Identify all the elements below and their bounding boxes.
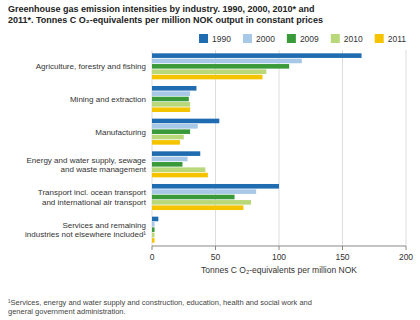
bar — [152, 75, 262, 80]
x-axis-label: Tonnes C O₂-equivalents per million NOK — [201, 265, 357, 275]
bar — [152, 135, 184, 140]
tick-label: 200 — [399, 252, 413, 262]
x-axis-line — [152, 246, 406, 247]
tick-mark — [342, 246, 343, 250]
legend-item: 2000 — [243, 34, 275, 44]
legend-label: 2000 — [256, 34, 275, 44]
bar — [152, 69, 266, 74]
legend-item: 2009 — [287, 34, 319, 44]
bar — [152, 59, 302, 64]
bar — [152, 107, 190, 112]
bar — [152, 151, 200, 156]
legend: 1990 2000 2009 2010 2011 — [199, 34, 406, 44]
legend-swatch — [199, 34, 208, 43]
legend-item: 2010 — [331, 34, 363, 44]
tick-mark — [279, 246, 280, 250]
bar — [152, 238, 155, 243]
grid-line — [152, 50, 153, 246]
category-label: Manufacturing — [95, 128, 146, 137]
tick-mark — [406, 246, 407, 250]
legend-swatch — [287, 34, 296, 43]
grid-line — [342, 50, 343, 246]
bar — [152, 124, 198, 129]
tick-label: 150 — [335, 252, 349, 262]
bar — [152, 140, 180, 145]
grid — [152, 50, 406, 246]
bar — [152, 119, 219, 124]
bar — [152, 129, 190, 134]
title: Greenhouse gas emission intensities by i… — [8, 4, 323, 25]
chart: Greenhouse gas emission intensities by i… — [0, 0, 420, 320]
bar — [152, 195, 235, 200]
legend-swatch — [331, 34, 340, 43]
legend-label: 2011 — [388, 34, 407, 44]
bar — [152, 217, 158, 222]
legend-item: 2011 — [375, 34, 407, 44]
bar — [152, 97, 189, 102]
bar — [152, 189, 256, 194]
tick-label: 100 — [272, 252, 286, 262]
legend-swatch — [375, 34, 384, 43]
grid-line — [279, 50, 280, 246]
bars — [152, 53, 362, 242]
bar — [152, 173, 208, 178]
bar — [152, 64, 289, 69]
legend-label: 2010 — [344, 34, 363, 44]
bar — [152, 227, 155, 232]
category-label: Agriculture, forestry and fishing — [36, 62, 146, 71]
bar — [152, 162, 182, 167]
category-label: Mining and extraction — [70, 95, 146, 104]
footnote: ¹Services, energy and water supply and c… — [8, 298, 312, 316]
bar — [152, 86, 196, 91]
bar — [152, 157, 188, 162]
legend-swatch — [243, 34, 252, 43]
bar — [152, 91, 190, 96]
bar — [152, 184, 279, 189]
bar — [152, 233, 155, 238]
category-label: Services and remainingindustries not els… — [25, 221, 146, 240]
bar — [152, 167, 205, 172]
bar — [152, 205, 243, 210]
legend-label: 2009 — [300, 34, 319, 44]
bar — [152, 102, 190, 107]
bar — [152, 53, 362, 58]
tick-mark — [215, 246, 216, 250]
legend-label: 1990 — [212, 34, 231, 44]
legend-item: 1990 — [199, 34, 231, 44]
category-label: Energy and water supply, sewageand waste… — [27, 156, 147, 175]
bar — [152, 222, 155, 227]
tick-mark — [152, 246, 153, 250]
tick-label: 0 — [150, 252, 155, 262]
grid-line — [215, 50, 216, 246]
grid-line — [406, 50, 407, 246]
bar — [152, 200, 251, 205]
tick-label: 50 — [211, 252, 221, 262]
category-label: Transport incl. ocean transportand inter… — [38, 188, 147, 207]
